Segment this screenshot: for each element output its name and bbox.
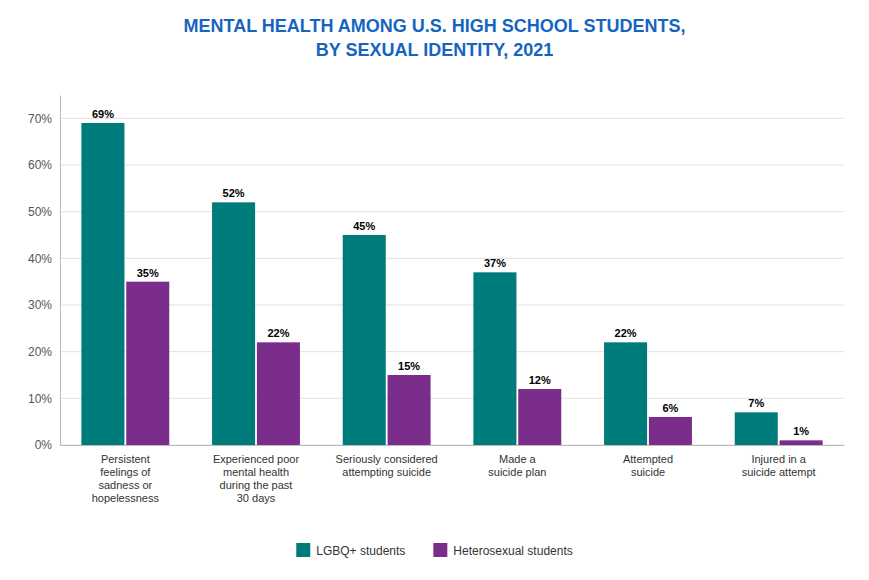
y-tick: 10%: [28, 392, 60, 406]
bar: [604, 342, 647, 445]
title-line: BY SEXUAL IDENTITY, 2021: [316, 40, 553, 60]
y-tick: 30%: [28, 298, 60, 312]
legend: LGBQ+ students Heterosexual students: [296, 543, 572, 558]
bar: [257, 342, 300, 445]
y-tick: 50%: [28, 205, 60, 219]
grid-line: [60, 165, 844, 166]
data-label: 37%: [484, 257, 506, 269]
x-tick-label-line: suicide plan: [488, 466, 546, 478]
x-tick: Seriously consideredattempting suicide: [336, 453, 438, 478]
title-line: MENTAL HEALTH AMONG U.S. HIGH SCHOOL STU…: [183, 16, 685, 36]
x-tick: Attemptedsuicide: [623, 453, 673, 478]
data-label: 52%: [223, 187, 245, 199]
y-tick-label: 60%: [28, 158, 52, 172]
bar: [780, 440, 823, 445]
x-tick-label-line: Made a: [499, 453, 537, 465]
x-tick-label-line: Seriously considered: [336, 453, 438, 465]
bar: [473, 272, 516, 445]
legend-swatch: [433, 543, 447, 557]
bar: [649, 417, 692, 445]
bar: [212, 202, 255, 445]
y-tick: 60%: [28, 158, 60, 172]
bar: [81, 123, 124, 445]
legend-item: Heterosexual students: [433, 543, 572, 558]
data-label: 69%: [92, 108, 114, 120]
bar: [126, 282, 169, 445]
y-tick: 20%: [28, 345, 60, 359]
legend-item: LGBQ+ students: [296, 543, 405, 558]
x-tick: Persistentfeelings ofsadness orhopelessn…: [92, 453, 160, 505]
data-labels: 69% 52% 45% 37% 22% 7% 35% 22% 15% 12% 6% 1%: [92, 108, 809, 437]
legend-label: LGBQ+ students: [316, 544, 405, 558]
plot: 0% 10% 20% 30% 40% 50% 60% 70% Persistentfeeling…: [28, 96, 845, 505]
x-tick-label: Experienced poormental healthduring the …: [213, 453, 300, 505]
grid-line: [60, 351, 844, 352]
x-axis: Persistentfeelings ofsadness orhopelessn…: [61, 446, 845, 505]
x-tick-label-line: mental health: [223, 466, 289, 478]
chart: MENTAL HEALTH AMONG U.S. HIGH SCHOOL STU…: [0, 0, 869, 580]
x-tick-label-line: hopelessness: [92, 492, 160, 504]
y-tick-label: 10%: [28, 392, 52, 406]
x-tick-label-line: 30 days: [237, 492, 276, 504]
data-label: 22%: [615, 327, 637, 339]
x-tick-label-line: suicide: [631, 466, 665, 478]
grid-line: [60, 258, 844, 259]
bar: [735, 412, 778, 445]
x-axis-line: [61, 445, 845, 446]
y-tick-label: 0%: [35, 438, 53, 452]
x-tick: Experienced poormental healthduring the …: [213, 453, 300, 505]
y-tick-label: 50%: [28, 205, 52, 219]
grid: [60, 118, 844, 445]
x-tick-label-line: sadness or: [98, 479, 152, 491]
x-tick-label: Attemptedsuicide: [623, 453, 673, 478]
data-label: 1%: [793, 425, 809, 437]
grid-line: [60, 211, 844, 212]
y-tick-label: 40%: [28, 252, 52, 266]
data-label: 15%: [398, 360, 420, 372]
grid-line: [60, 398, 844, 399]
x-tick-label-line: Injured in a: [751, 453, 806, 465]
y-tick: 40%: [28, 252, 60, 266]
x-tick-label: Seriously consideredattempting suicide: [336, 453, 438, 478]
data-label: 7%: [748, 397, 764, 409]
bar: [518, 389, 561, 445]
y-tick-label: 20%: [28, 345, 52, 359]
grid-line: [60, 305, 844, 306]
y-axis-line: [60, 96, 61, 446]
bars: [81, 123, 822, 445]
y-tick-label: 70%: [28, 112, 52, 126]
y-tick: 70%: [28, 112, 60, 126]
x-tick-label-line: attempting suicide: [342, 466, 431, 478]
data-label: 12%: [529, 374, 551, 386]
bar: [388, 375, 431, 445]
x-tick-label-line: Persistent: [101, 453, 150, 465]
y-tick: 0%: [35, 438, 60, 452]
data-label: 6%: [662, 402, 678, 414]
x-tick: Made asuicide plan: [488, 453, 546, 478]
data-label: 35%: [137, 267, 159, 279]
data-label: 45%: [353, 220, 375, 232]
y-axis: 0% 10% 20% 30% 40% 50% 60% 70%: [28, 96, 61, 453]
grid-line: [60, 118, 844, 119]
x-tick-label-line: during the past: [220, 479, 293, 491]
x-tick-label-line: feelings of: [100, 466, 151, 478]
data-label: 22%: [267, 327, 289, 339]
y-tick-label: 30%: [28, 298, 52, 312]
grid-line: [60, 445, 844, 446]
x-tick-label-line: suicide attempt: [742, 466, 816, 478]
x-tick-label: Injured in asuicide attempt: [742, 453, 816, 478]
x-tick-label: Persistentfeelings ofsadness orhopelessn…: [92, 453, 160, 505]
x-tick-label-line: Attempted: [623, 453, 673, 465]
title: MENTAL HEALTH AMONG U.S. HIGH SCHOOL STU…: [183, 16, 685, 60]
x-tick-label-line: Experienced poor: [213, 453, 300, 465]
legend-swatch: [296, 543, 310, 557]
x-tick: Injured in asuicide attempt: [742, 453, 816, 478]
legend-label: Heterosexual students: [453, 544, 572, 558]
x-tick-label: Made asuicide plan: [488, 453, 546, 478]
bar: [343, 235, 386, 445]
